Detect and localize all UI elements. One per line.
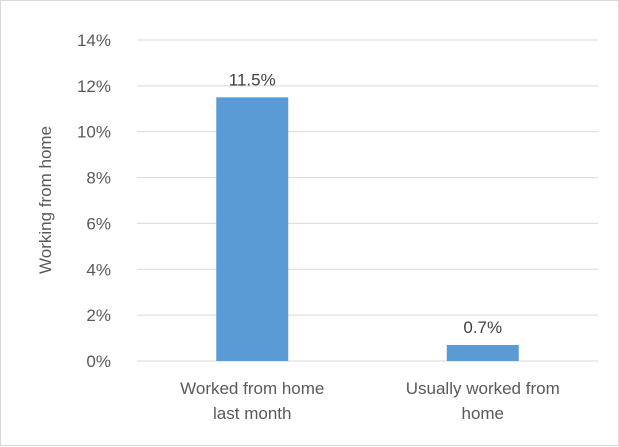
x-category-label: Usually worked from home: [406, 379, 560, 423]
y-tick-label: 2%: [86, 306, 111, 325]
y-axis-title: Working from home: [36, 126, 55, 274]
y-tick-label: 8%: [86, 169, 111, 188]
x-category-label-line: home: [461, 404, 504, 423]
y-tick-label: 6%: [86, 214, 111, 233]
bar: [446, 344, 519, 361]
y-tick-label: 14%: [77, 31, 111, 50]
y-tick-label: 12%: [77, 77, 111, 96]
x-category-labels: Worked from home last month Usually worked…: [180, 379, 560, 423]
grid-layer: [137, 39, 598, 362]
x-category-label-line: last month: [213, 404, 291, 423]
x-category-label-line: Usually worked from: [406, 379, 560, 398]
data-label: 11.5%: [229, 70, 276, 89]
y-tick-label: 0%: [86, 352, 111, 371]
bar: [216, 97, 289, 362]
y-tick-label: 10%: [77, 123, 111, 142]
data-labels: 11.5% 0.7%: [229, 70, 502, 337]
data-label: 0.7%: [463, 318, 502, 337]
bars: [216, 97, 519, 362]
y-tick-label: 4%: [86, 260, 111, 279]
y-tick-labels: 0% 2% 4% 6% 8% 10% 12% 14%: [77, 31, 111, 371]
x-category-label: Worked from home last month: [180, 379, 324, 423]
x-category-label-line: Worked from home: [180, 379, 324, 398]
